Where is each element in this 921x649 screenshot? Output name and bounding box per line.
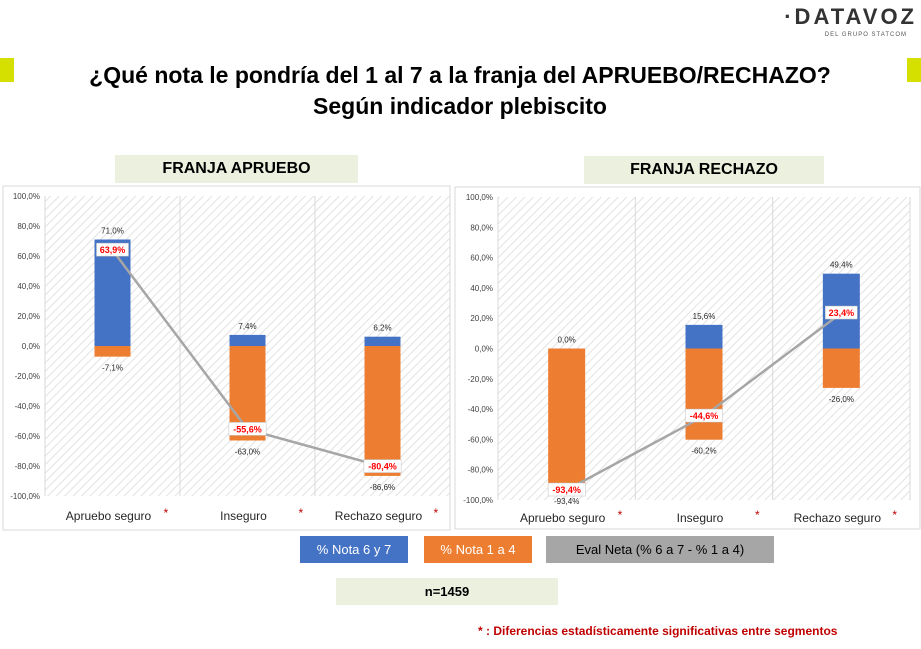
significance-mark: *	[434, 506, 439, 520]
y-tick-label: -80,0%	[468, 466, 493, 475]
title-line-2: Según indicador plebiscito	[313, 93, 607, 119]
legend-eval-neta: Eval Neta (% 6 a 7 - % 1 a 4)	[546, 536, 774, 563]
bar-nota-6-7	[364, 336, 401, 346]
chart-title-rechazo: FRANJA RECHAZO	[584, 156, 824, 184]
y-tick-label: -40,0%	[15, 402, 40, 411]
y-tick-label: -100,0%	[463, 496, 493, 505]
bar-nota-6-7	[94, 239, 131, 346]
datavoz-logo: ·DATAVOZ DEL GRUPO STATCOM	[0, 0, 914, 42]
y-tick-label: -100,0%	[10, 492, 40, 501]
bar-nota-1-4	[94, 346, 131, 357]
data-label-eval-neta-bg	[363, 459, 402, 473]
chart-apruebo: -100,0% -80,0% -60,0% -40,0% -20,0% 0,0% 20,0%…	[10, 192, 451, 523]
page-title: ¿Qué nota le pondría del 1 al 7 a la fra…	[20, 60, 900, 122]
y-tick-label: -40,0%	[468, 405, 493, 414]
data-label-eval-neta: 63,9%	[100, 245, 126, 255]
y-tick-label: -20,0%	[468, 375, 493, 384]
data-label-eval-neta: -44,6%	[690, 411, 719, 421]
data-label-eval-neta-bg	[228, 422, 267, 436]
data-label-eval-neta: -55,6%	[233, 424, 262, 434]
data-label-nota-6-7: 6,2%	[373, 324, 391, 333]
significance-footnote: * : Diferencias estadísticamente signifi…	[478, 624, 838, 638]
significance-mark: *	[892, 508, 897, 522]
significance-mark: *	[164, 506, 169, 520]
bar-nota-1-4	[685, 348, 723, 440]
y-tick-label: -80,0%	[15, 462, 40, 471]
chart-rechazo: -100,0% -80,0% -60,0% -40,0% -20,0% 0,0% 20,0%…	[463, 193, 911, 525]
y-tick-label: 40,0%	[470, 284, 493, 293]
data-label-eval-neta: 23,4%	[829, 308, 855, 318]
bar-nota-1-4	[364, 346, 401, 476]
data-label-eval-neta-bg	[825, 305, 858, 320]
data-label-eval-neta-bg	[96, 242, 129, 257]
data-label-nota-6-7: 71,0%	[101, 227, 124, 236]
chart-title-apruebo: FRANJA APRUEBO	[115, 155, 358, 183]
y-tick-label: -60,0%	[468, 435, 493, 444]
category-label: Rechazo seguro	[335, 509, 423, 523]
y-tick-label: 80,0%	[17, 222, 40, 231]
y-tick-label: -60,0%	[15, 432, 40, 441]
data-label-nota-1-4: -26,0%	[829, 395, 854, 404]
legend-nota-6-7: % Nota 6 y 7	[300, 536, 408, 563]
data-label-nota-6-7: 0,0%	[558, 336, 576, 345]
category-label: Apruebo seguro	[66, 509, 152, 523]
y-tick-label: 0,0%	[22, 342, 40, 351]
y-tick-label: -20,0%	[15, 372, 40, 381]
y-tick-label: 40,0%	[17, 282, 40, 291]
data-label-nota-6-7: 15,6%	[693, 312, 716, 321]
bar-nota-6-7	[685, 324, 723, 349]
bar-nota-1-4	[548, 348, 586, 491]
y-tick-label: 20,0%	[17, 312, 40, 321]
data-label-eval-neta: -80,4%	[368, 462, 397, 472]
title-line-1: ¿Qué nota le pondría del 1 al 7 a la fra…	[89, 62, 831, 88]
data-label-nota-6-7: 49,4%	[830, 261, 853, 270]
legend-nota-1-4: % Nota 1 a 4	[424, 536, 532, 563]
data-label-nota-1-4: -7,1%	[102, 364, 123, 373]
accent-bar-left	[0, 58, 14, 82]
data-label-nota-1-4: -60,2%	[691, 447, 716, 456]
bar-nota-6-7	[229, 334, 266, 346]
category-label: Apruebo seguro	[520, 511, 606, 525]
y-tick-label: 0,0%	[475, 345, 493, 354]
significance-mark: *	[618, 508, 623, 522]
logo-tagline: DEL GRUPO STATCOM	[824, 32, 907, 38]
significance-mark: *	[299, 506, 304, 520]
y-tick-label: 100,0%	[13, 192, 40, 201]
y-tick-label: 60,0%	[17, 252, 40, 261]
data-label-nota-1-4: -86,6%	[370, 483, 395, 492]
data-label-eval-neta: -93,4%	[552, 485, 581, 495]
category-label: Inseguro	[220, 509, 267, 523]
category-label: Rechazo seguro	[794, 511, 882, 525]
accent-bar-right	[907, 58, 921, 82]
y-tick-label: 20,0%	[470, 314, 493, 323]
data-label-eval-neta-bg	[547, 482, 586, 497]
data-label-eval-neta-bg	[685, 408, 723, 423]
logo-wordmark: ·DATAVOZ	[784, 4, 917, 29]
y-tick-label: 100,0%	[466, 193, 493, 202]
data-label-nota-6-7: 7,4%	[238, 322, 256, 331]
y-tick-label: 80,0%	[470, 223, 493, 232]
data-label-nota-1-4: -63,0%	[235, 448, 260, 457]
significance-mark: *	[755, 508, 760, 522]
category-label: Inseguro	[677, 511, 724, 525]
sample-size: n=1459	[336, 578, 558, 605]
bar-nota-1-4	[822, 348, 860, 388]
data-label-nota-1-4: -93,4%	[554, 497, 579, 506]
y-tick-label: 60,0%	[470, 254, 493, 263]
